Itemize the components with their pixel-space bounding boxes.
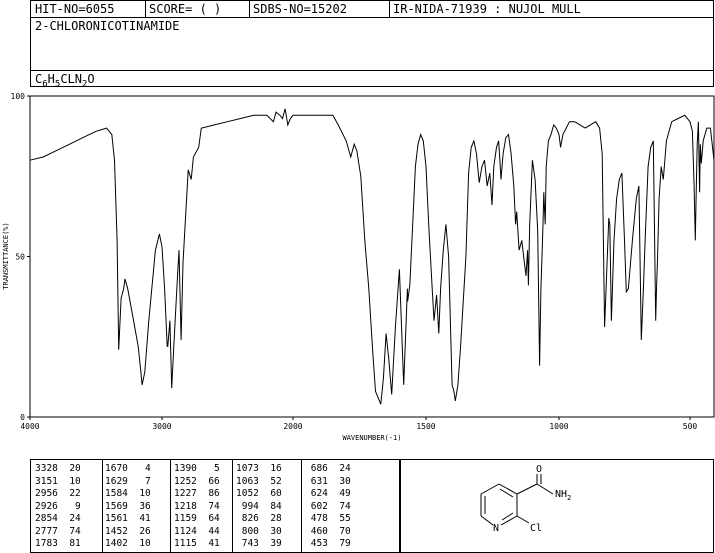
sdbs-no: SDBS-NO=15202 bbox=[253, 2, 347, 16]
y-tick-label: 0 bbox=[20, 413, 25, 422]
y-tick-label: 100 bbox=[11, 92, 26, 101]
peak-entry: 743 39 bbox=[236, 538, 282, 549]
peak-entry: 800 30 bbox=[236, 525, 282, 537]
structure-panel: O NH2 N Cl bbox=[400, 459, 714, 553]
x-tick-label: 1500 bbox=[416, 422, 435, 431]
peak-entry: 686 24 bbox=[305, 463, 351, 474]
peak-entry: 1115 41 bbox=[174, 538, 220, 549]
nitrogen-label: N bbox=[493, 523, 499, 534]
chlorine-label: Cl bbox=[530, 523, 542, 534]
peak-entry: 602 74 bbox=[305, 500, 351, 512]
amide-label: NH2 bbox=[555, 489, 571, 502]
peak-entry: 1073 16 bbox=[236, 463, 282, 474]
peak-entry: 1124 44 bbox=[174, 525, 220, 537]
peak-entry: 1063 52 bbox=[236, 475, 282, 487]
x-tick-label: 500 bbox=[683, 422, 698, 431]
y-tick-label: 50 bbox=[15, 253, 25, 262]
x-tick-label: 4000 bbox=[20, 422, 39, 431]
peak-entry: 1670 4 bbox=[105, 463, 151, 474]
compound-name: 2-CHLORONICOTINAMIDE bbox=[35, 19, 180, 33]
peak-entry: 624 49 bbox=[305, 488, 351, 499]
peak-entry: 460 70 bbox=[305, 525, 351, 537]
peak-entry: 2956 22 bbox=[35, 488, 81, 499]
x-tick-label: 2000 bbox=[283, 422, 302, 431]
peak-entry: 1227 86 bbox=[174, 488, 220, 499]
peak-entry: 1218 74 bbox=[174, 500, 220, 512]
peak-entry: 1052 60 bbox=[236, 488, 282, 499]
x-axis-label: WAVENUMBER(-1) bbox=[342, 434, 401, 442]
peak-table: 3328 20 3151 10 2956 22 2926 9 2854 24 2777 7… bbox=[30, 459, 400, 553]
peak-entry: 1569 36 bbox=[105, 500, 151, 512]
peak-entry: 994 84 bbox=[236, 500, 282, 512]
peak-entry: 1159 64 bbox=[174, 513, 220, 524]
peak-entry: 631 30 bbox=[305, 475, 351, 487]
peak-entry: 1584 10 bbox=[105, 488, 151, 499]
peak-entry: 1402 10 bbox=[105, 538, 151, 549]
peak-entry: 3151 10 bbox=[35, 475, 81, 487]
peak-entry: 2926 9 bbox=[35, 500, 81, 512]
y-axis-label: TRANSMITTANCE(%) bbox=[2, 222, 10, 289]
spectrum-trace bbox=[29, 108, 715, 405]
compound-info: 2-CHLORONICOTINAMIDE C6H5CLN2O bbox=[30, 17, 714, 90]
score: SCORE= ( ) bbox=[149, 2, 222, 16]
peak-entry: 826 28 bbox=[236, 513, 282, 524]
chemical-structure: O NH2 N Cl bbox=[480, 464, 571, 534]
molecular-formula: C6H5CLN2O bbox=[35, 72, 95, 90]
x-tick-label: 1000 bbox=[549, 422, 568, 431]
peak-entry: 2854 24 bbox=[35, 513, 81, 524]
peak-entry: 1629 7 bbox=[105, 475, 151, 487]
hit-no: HIT-NO=6055 bbox=[35, 2, 115, 16]
peak-entry: 1783 81 bbox=[35, 538, 81, 549]
peak-entry: 453 79 bbox=[305, 538, 351, 549]
peak-entry: 1561 41 bbox=[105, 513, 151, 524]
plot-frame bbox=[29, 95, 715, 418]
peak-entry: 478 55 bbox=[305, 513, 351, 524]
peak-entry: 1390 5 bbox=[174, 463, 220, 474]
peak-entry: 1252 66 bbox=[174, 475, 220, 487]
peak-entry: 3328 20 bbox=[35, 463, 81, 474]
peak-entry: 1452 26 bbox=[105, 525, 151, 537]
x-tick-label: 3000 bbox=[152, 422, 171, 431]
ir-nida-method: IR-NIDA-71939 : NUJOL MULL bbox=[393, 2, 581, 16]
oxygen-label: O bbox=[536, 464, 542, 475]
peak-entry: 2777 74 bbox=[35, 525, 81, 537]
